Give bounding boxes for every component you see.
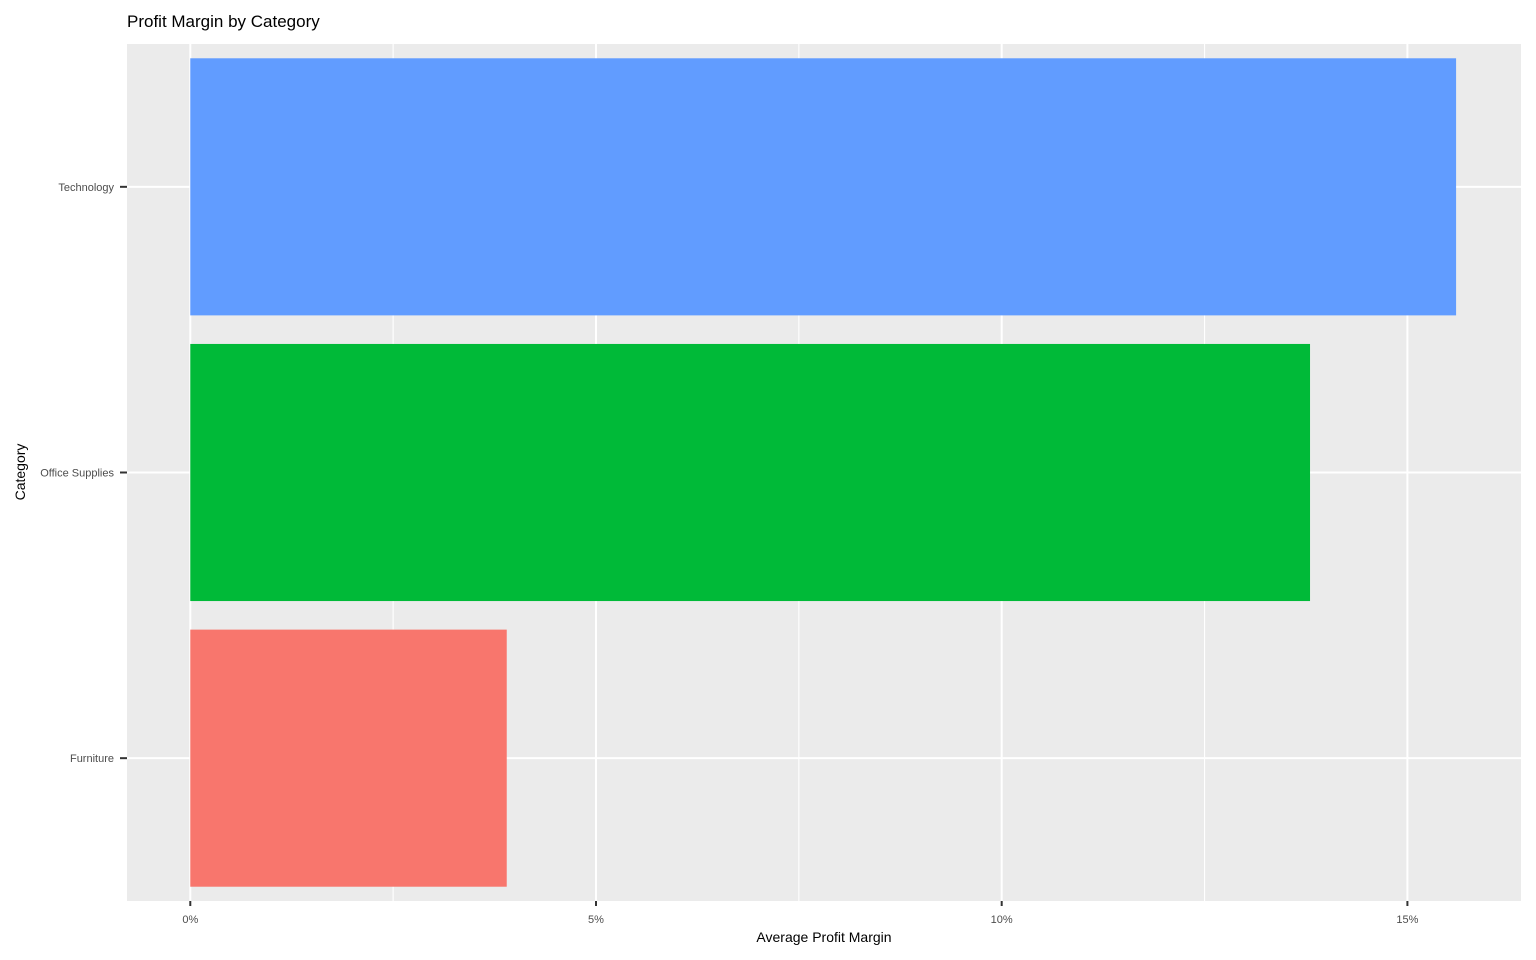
y-tick-label: Technology (58, 182, 114, 194)
axes: Technology Office Supplies Furniture 0% 5% 10… (40, 182, 1418, 926)
bars (190, 58, 1457, 887)
x-tick-label: 15% (1396, 914, 1418, 926)
x-axis-title: Average Profit Margin (756, 929, 891, 945)
y-tick-label: Office Supplies (40, 468, 114, 480)
x-tick-label: 10% (991, 914, 1013, 926)
chart-title: Profit Margin by Category (127, 12, 320, 31)
bar-office-supplies (190, 343, 1311, 602)
bar-furniture (190, 629, 507, 887)
x-tick-label: 5% (588, 914, 604, 926)
y-tick-label: Furniture (70, 753, 114, 765)
x-tick-label: 0% (182, 914, 198, 926)
bar-technology (190, 58, 1457, 316)
y-axis-title: Category (12, 444, 28, 501)
